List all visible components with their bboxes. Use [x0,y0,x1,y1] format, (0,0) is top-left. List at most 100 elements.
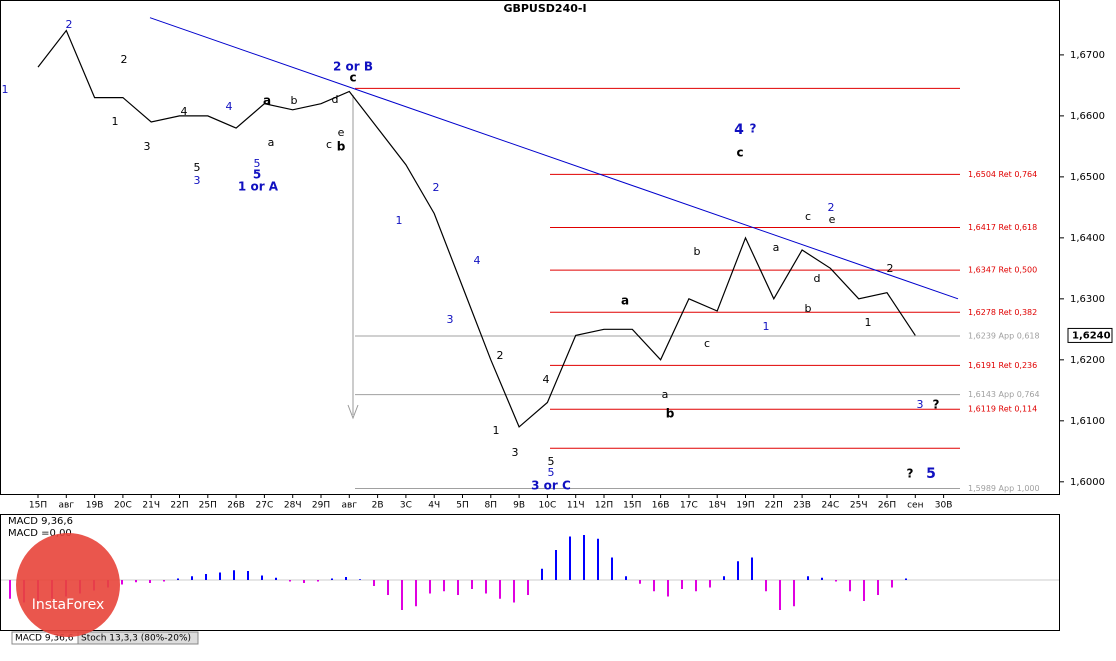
x-tick-label: 10С [539,501,557,511]
wave-label: 1 [763,320,770,333]
x-tick-label: 19П [736,501,754,511]
level-label: 1,6278 Ret 0,382 [968,308,1037,317]
wave-label: c [805,210,811,223]
y-tick-label: 1,6700 [1070,50,1105,61]
x-tick-label: 21Ч [142,501,160,511]
current-price-box [1067,327,1113,343]
wave-label: a [263,94,271,108]
x-tick-label: 3С [400,501,412,511]
wave-label: c [704,337,710,350]
tab[interactable] [77,631,199,645]
macd-title: MACD 9,36,6 [8,516,73,527]
chart-title: GBPUSD240-I [503,2,586,15]
wave-label: 5 [254,157,261,170]
wave-label: ? [907,467,914,481]
wave-label: 1 [2,83,9,96]
wave-label: e [829,213,836,226]
level-label: 1,6143 App 0,764 [968,390,1040,399]
wave-label: 2 [66,18,73,31]
tab-label: MACD 9,36,6 [15,634,74,644]
wave-label: 4 [226,100,233,113]
wave-label: 5 [548,455,555,468]
wave-label: d [814,272,821,285]
wave-label: e [338,126,345,139]
y-tick-label: 1,6100 [1070,416,1105,427]
x-tick-label: 30В [935,501,953,511]
wave-label: 4 [543,373,550,386]
wave-label: 2 [433,181,440,194]
wave-label: 4 [474,254,481,267]
wave-label: b [694,245,701,258]
x-tick-label: 11Ч [567,501,585,511]
x-tick-label: 4Ч [428,501,440,511]
x-tick-label: 19В [86,501,104,511]
y-tick-label: 1,6300 [1070,294,1105,305]
wave-label: b [666,407,675,421]
wave-label: 1 [493,424,500,437]
wave-label: a [662,388,669,401]
x-tick-label: 2В [372,501,384,511]
x-tick-label: 29П [312,501,330,511]
wave-label: 3 [194,174,201,187]
wave-label: a [773,241,780,254]
x-tick-label: 26П [878,501,896,511]
y-tick-label: 1,6600 [1070,111,1105,122]
x-tick-label: 27С [256,501,274,511]
level-label: 1,6239 App 0,618 [968,332,1040,341]
wave-label: a [621,294,629,308]
x-tick-label: 16В [652,501,670,511]
x-tick-label: 25П [199,501,217,511]
wave-label: c [326,138,332,151]
wave-label: 5 [926,466,936,482]
wave-label: 2 [121,53,128,66]
wave-label: 5 [548,466,555,479]
x-tick-label: 18Ч [708,501,726,511]
watermark-logo [16,533,120,637]
wave-label: d [332,93,339,106]
x-tick-label: 9В [513,501,525,511]
x-tick-label: 26В [227,501,245,511]
watermark: InstaForex [32,597,105,613]
wave-label: 2 or B [333,60,373,74]
x-tick-label: 20С [114,501,132,511]
wave-label: 1 [865,316,872,329]
wave-label: 1 [396,214,403,227]
level-label: 1,6347 Ret 0,500 [968,266,1037,275]
wave-label: 3 or C [531,479,571,493]
wave-label: c [349,71,356,85]
wave-label: 4 [181,105,188,118]
x-tick-label: авг [342,501,358,511]
current-price-label: 1,6240 [1072,330,1111,341]
macd-pane [0,514,1060,631]
y-tick-label: 1,6000 [1070,477,1105,488]
x-tick-label: 28Ч [284,501,302,511]
y-tick-label: 1,6500 [1070,172,1105,183]
wave-label: 3 [144,140,151,153]
x-tick-label: 22П [170,501,188,511]
price-pane [0,0,1060,495]
x-tick-label: 22П [765,501,783,511]
level-label: 1,6119 Ret 0,114 [968,405,1037,414]
x-tick-label: 25Ч [850,501,868,511]
x-tick-label: 15П [623,501,641,511]
level-label: 1,6417 Ret 0,618 [968,223,1037,232]
y-tick-label: 1,6200 [1070,355,1105,366]
x-tick-label: 12П [595,501,613,511]
x-tick-label: авг [59,501,75,511]
level-label: 1,5989 App 1,000 [968,484,1040,493]
wave-label: 5 [253,168,261,182]
wave-label: 3 [512,446,519,459]
wave-label: 1 [112,115,119,128]
arrow-head [347,404,359,420]
wave-label: ? [933,398,940,412]
wave-label: a [268,136,275,149]
x-tick-label: сен [907,501,923,511]
x-tick-label: 17С [680,501,698,511]
wave-label: 4 [734,122,744,138]
wave-label: b [805,302,812,315]
level-label: 1,6191 Ret 0,236 [968,361,1037,370]
x-tick-label: 8П [485,501,498,511]
trendline [149,17,959,300]
x-tick-label: 5П [456,501,469,511]
wave-label: b [291,94,298,107]
